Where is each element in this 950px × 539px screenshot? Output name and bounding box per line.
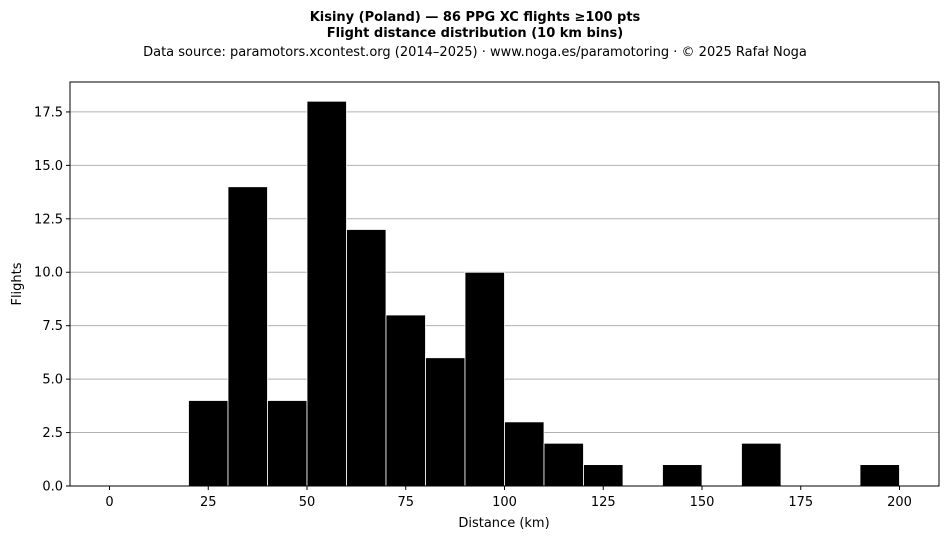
y-tick-label-3: 7.5 <box>42 319 63 334</box>
bar-90-100 <box>464 271 505 487</box>
x-tick-label-2: 50 <box>299 495 316 510</box>
y-tick-label-7: 17.5 <box>34 105 63 120</box>
bar-30-40 <box>227 186 268 487</box>
y-axis-label: Flights <box>10 262 25 305</box>
x-axis-label: Distance (km) <box>458 516 549 531</box>
bar-80-90 <box>425 357 466 487</box>
chart-subtitle: Flight distance distribution (10 km bins… <box>327 26 623 41</box>
x-tick-label-6: 150 <box>690 495 715 510</box>
y-tick-label-6: 15.0 <box>34 159 63 174</box>
x-tick-label-7: 175 <box>788 495 813 510</box>
x-tick-label-5: 125 <box>591 495 616 510</box>
y-tick-label-1: 2.5 <box>42 426 63 441</box>
y-tick-label-2: 5.0 <box>42 373 63 388</box>
bar-120-130 <box>583 464 624 487</box>
x-tick-label-0: 0 <box>105 495 113 510</box>
y-tick-label-4: 10.0 <box>34 266 63 281</box>
histogram-bars <box>188 100 900 487</box>
source-line: Data source: paramotors.xcontest.org (20… <box>143 45 807 60</box>
x-axis-ticks: 0 25 50 75 100 125 150 175 200 <box>105 486 912 510</box>
x-tick-label-8: 200 <box>887 495 912 510</box>
y-tick-label-0: 0.0 <box>42 480 63 495</box>
bar-160-170 <box>741 442 782 487</box>
bar-140-150 <box>662 464 703 487</box>
x-tick-label-4: 100 <box>492 495 517 510</box>
bar-190-200 <box>859 464 900 487</box>
bar-70-80 <box>385 314 426 487</box>
y-tick-label-5: 12.5 <box>34 212 63 227</box>
x-tick-label-1: 25 <box>200 495 217 510</box>
chart-title: Kisiny (Poland) — 86 PPG XC flights ≥100… <box>310 10 641 25</box>
x-tick-label-3: 75 <box>397 495 414 510</box>
bar-60-70 <box>346 229 387 487</box>
bar-110-120 <box>543 442 584 487</box>
bar-20-30 <box>188 400 229 487</box>
bar-40-50 <box>267 400 308 487</box>
y-axis-ticks: 0.0 2.5 5.0 7.5 10.0 12.5 15.0 17.5 <box>34 105 70 495</box>
bar-100-110 <box>504 421 545 487</box>
bar-50-60 <box>306 100 347 487</box>
